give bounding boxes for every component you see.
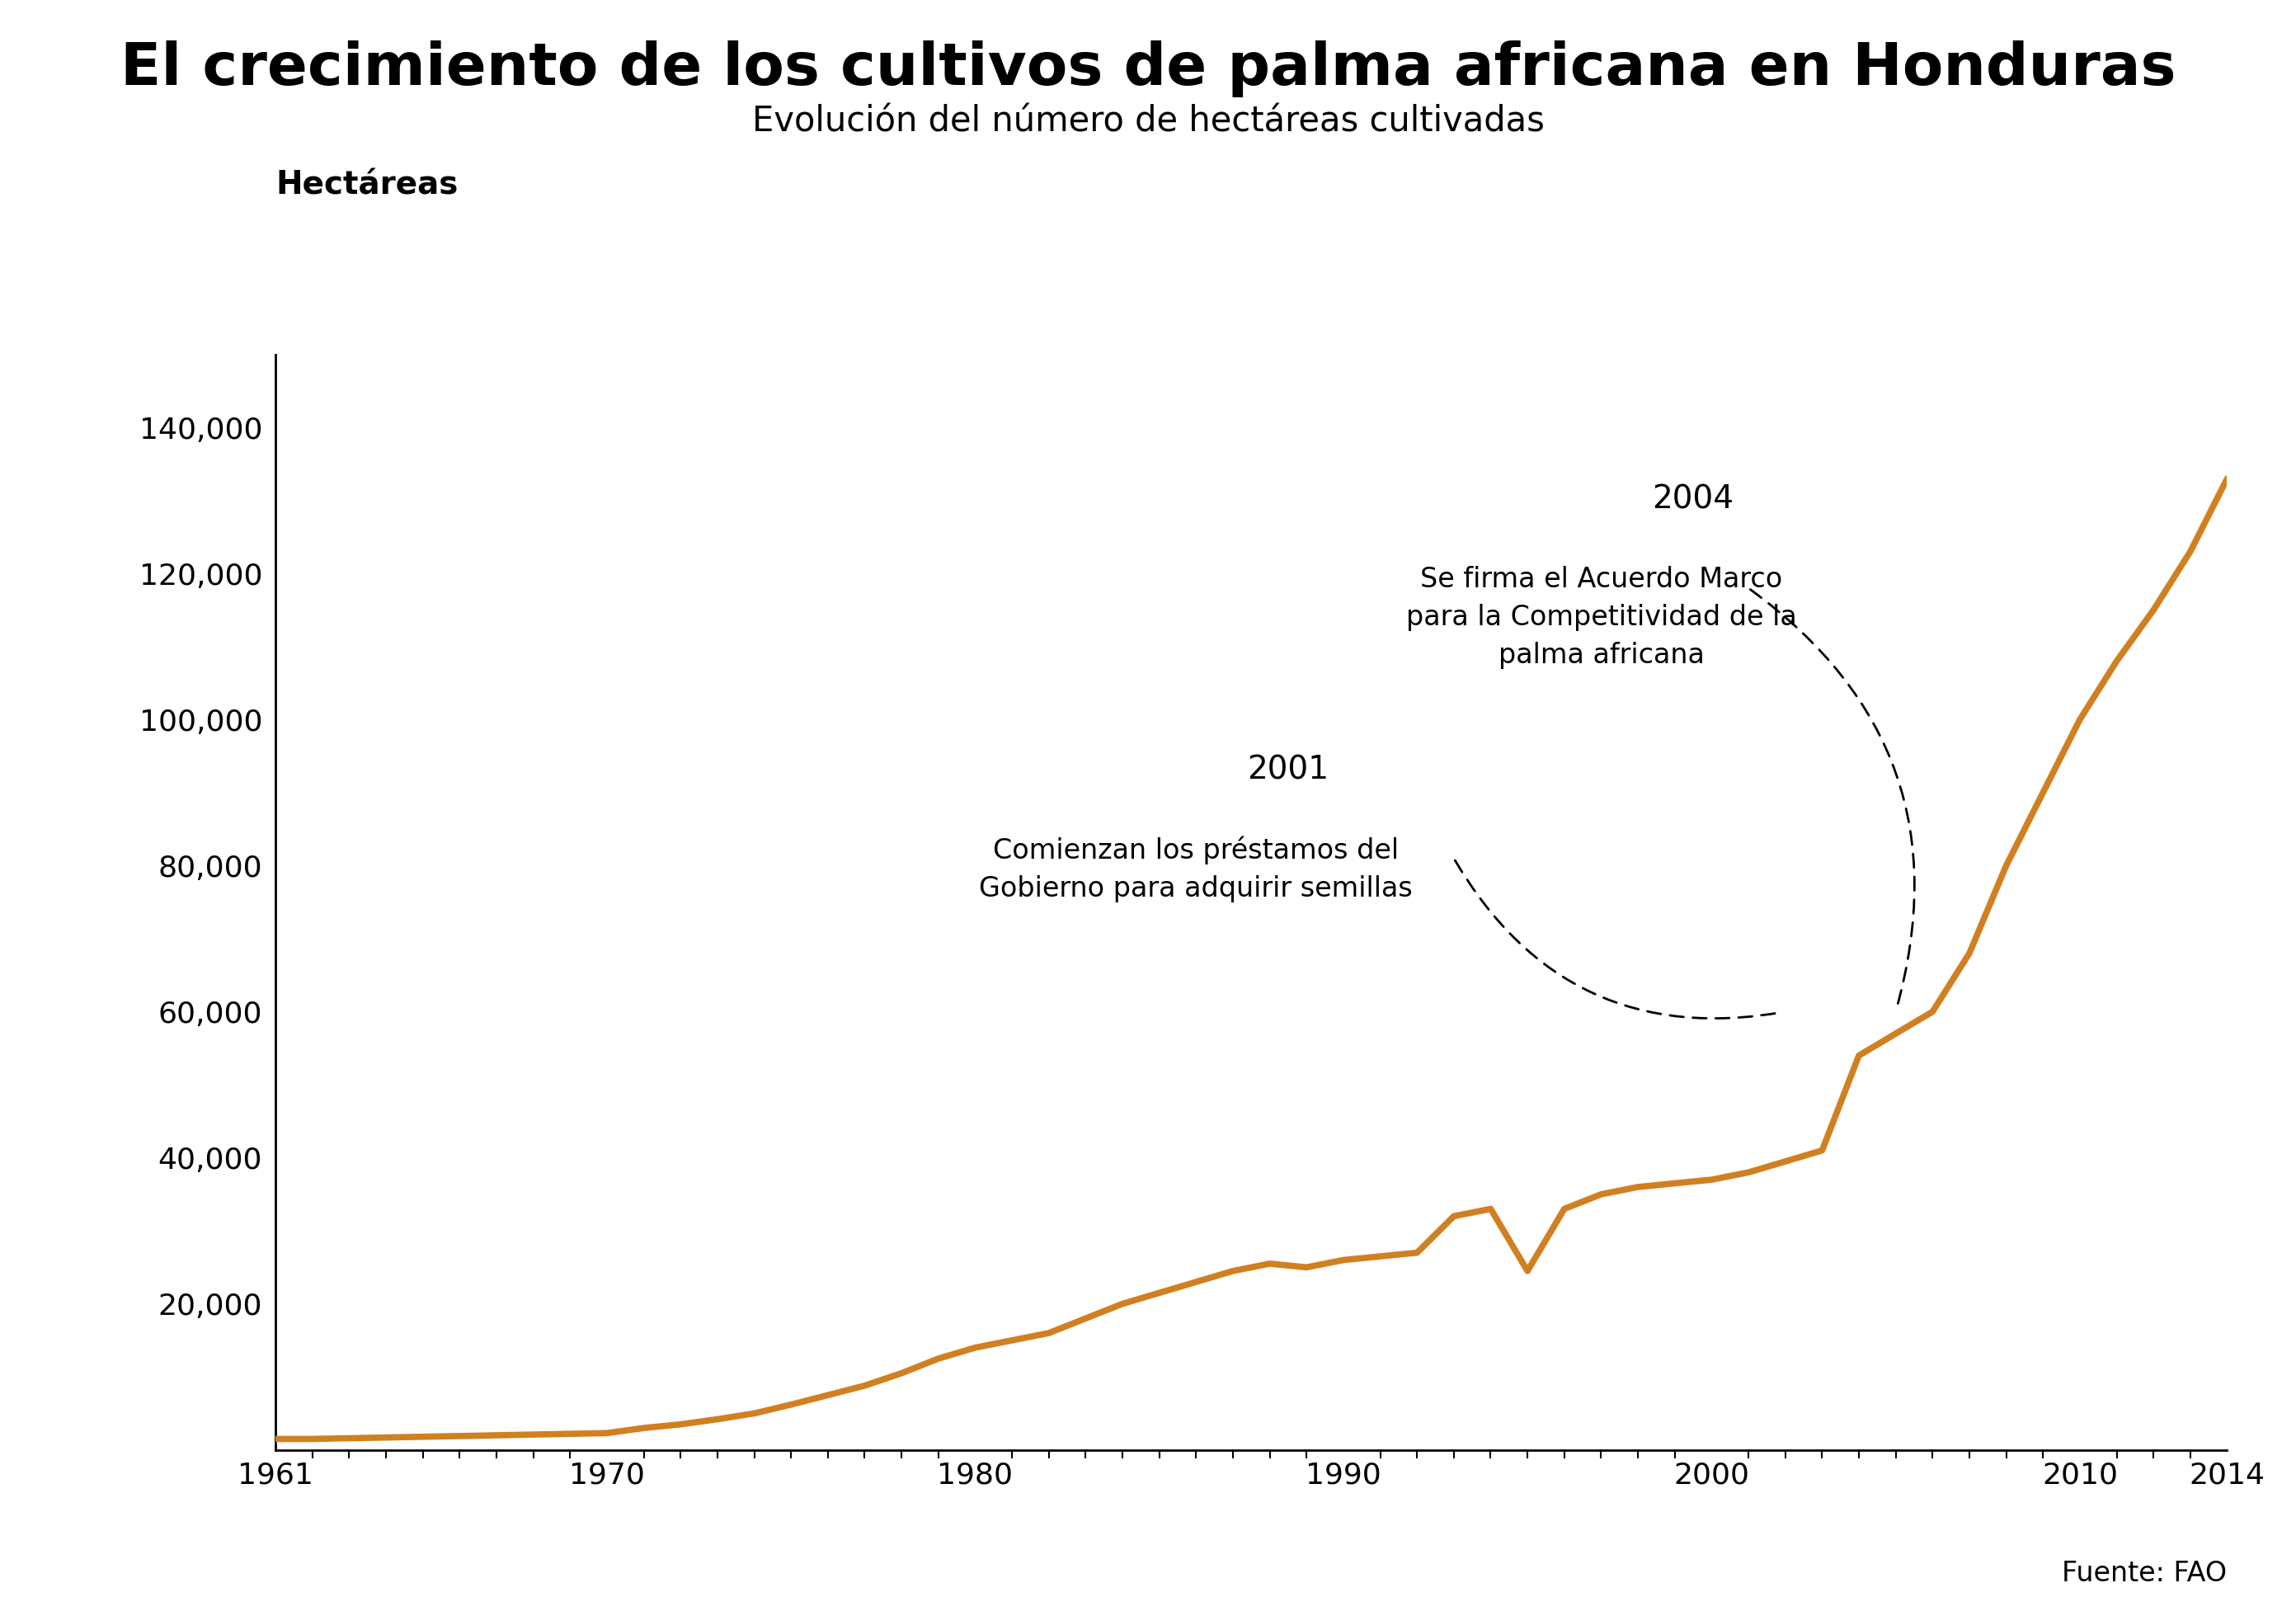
Text: 2004: 2004 bbox=[1653, 483, 1733, 516]
Text: Comienzan los préstamos del
Gobierno para adquirir semillas: Comienzan los préstamos del Gobierno par… bbox=[980, 836, 1412, 902]
Text: Evolución del número de hectáreas cultivadas: Evolución del número de hectáreas cultiv… bbox=[751, 105, 1545, 140]
Text: Hectáreas: Hectáreas bbox=[276, 169, 459, 200]
Text: El crecimiento de los cultivos de palma africana en Honduras: El crecimiento de los cultivos de palma … bbox=[119, 40, 2177, 97]
Text: Se firma el Acuerdo Marco
para la Competitividad de la
palma africana: Se firma el Acuerdo Marco para la Compet… bbox=[1405, 565, 1795, 669]
Text: 2001: 2001 bbox=[1247, 754, 1329, 785]
Text: Fuente: FAO: Fuente: FAO bbox=[2062, 1559, 2227, 1587]
